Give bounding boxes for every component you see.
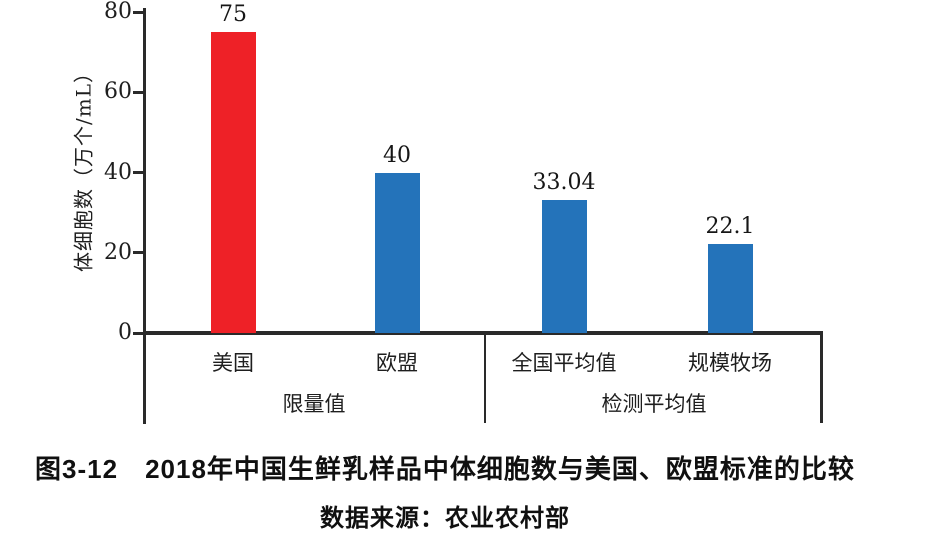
y-axis-line [143, 8, 146, 424]
group-label: 限量值 [282, 392, 346, 416]
bar-value-label: 75 [219, 2, 247, 28]
y-axis-tick [133, 251, 144, 255]
category-label: 规模牧场 [688, 351, 772, 375]
y-axis-tick-label: 80 [104, 0, 132, 24]
x-axis-line [143, 331, 823, 335]
figure-caption: 图3-12 2018年中国生鲜乳样品中体细胞数与美国、欧盟标准的比较 [35, 454, 855, 484]
bar-全国平均值 [541, 200, 587, 333]
group-separator-right [820, 335, 823, 423]
y-axis-tick [133, 10, 144, 14]
bar-value-label: 40 [383, 142, 411, 168]
category-label: 欧盟 [376, 351, 418, 375]
y-axis-tick [133, 331, 144, 335]
y-axis-tick-label: 20 [104, 239, 132, 265]
y-axis-tick-label: 0 [118, 320, 132, 345]
category-label: 美国 [212, 351, 254, 375]
bar-美国 [210, 32, 256, 333]
y-axis-tick-label: 60 [104, 79, 132, 105]
bar-欧盟 [374, 172, 420, 333]
y-axis-tick [133, 90, 144, 94]
figure-source: 数据来源：农业农村部 [320, 505, 570, 532]
y-axis-tick [133, 171, 144, 174]
bar-value-label: 22.1 [705, 214, 755, 240]
y-axis-tick-label: 40 [104, 159, 132, 185]
bar-chart: 体细胞数（万个/mL） 0 20 40 60 80 75 美国 40 欧盟 33.04 全国平均值 2… [72, 0, 823, 424]
bar-规模牧场 [707, 244, 753, 333]
category-label: 全国平均值 [511, 351, 617, 375]
group-separator-middle [484, 335, 486, 423]
group-label: 检测平均值 [601, 392, 707, 416]
bar-value-label: 33.04 [532, 170, 596, 196]
